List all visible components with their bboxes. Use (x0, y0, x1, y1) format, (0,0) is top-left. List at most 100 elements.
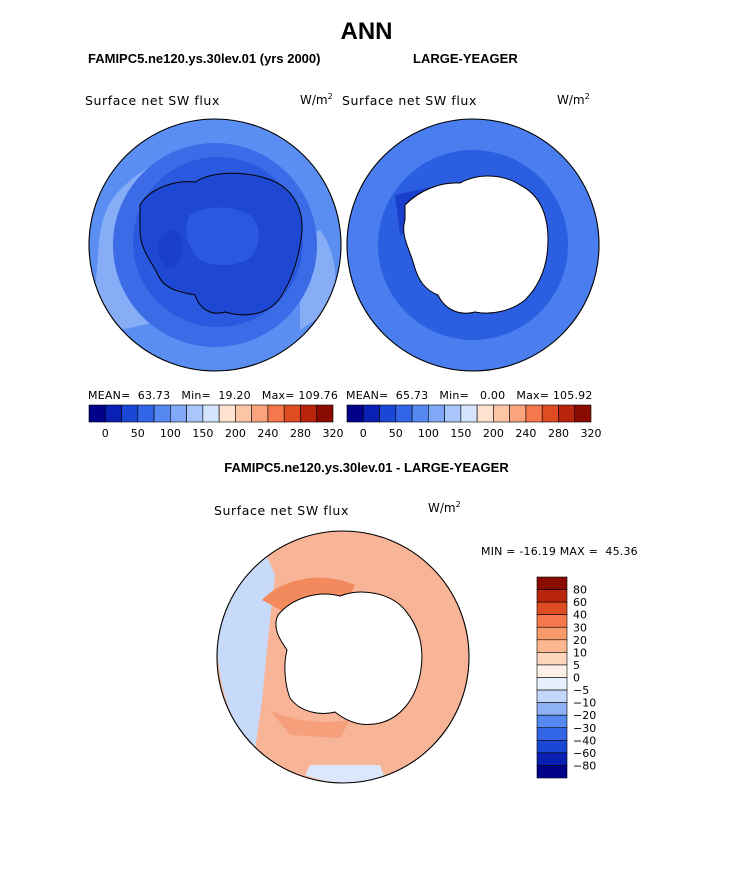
colorbar-swatch (493, 404, 510, 423)
colorbar-tick-label: 80 (573, 584, 587, 597)
colorbar-swatch (88, 404, 106, 423)
colorbar-swatch (536, 576, 568, 590)
colorbar-swatch (536, 652, 568, 666)
colorbar-swatch (218, 404, 236, 423)
panel-b-units-base: W/m (557, 93, 585, 107)
colorbar-swatch (509, 404, 527, 423)
colorbar-swatch (536, 740, 568, 754)
colorbar-swatch (395, 404, 413, 423)
map-diff-blue-north (305, 765, 385, 783)
colorbar-swatch (536, 677, 568, 691)
panel-b-units: W/m2 (557, 92, 590, 107)
colorbar-swatch (251, 404, 269, 423)
map-panel-diff (216, 530, 470, 784)
colorbar-tick-label: 50 (131, 427, 145, 440)
colorbar-swatch (536, 639, 568, 653)
panel-b-stats: MEAN= 65.73 Min= 0.00 Max= 105.92 (346, 389, 593, 402)
colorbar-tick-label: 240 (515, 427, 536, 440)
colorbar-tick-label: −10 (573, 697, 596, 710)
colorbar-swatch (536, 752, 568, 766)
map-diff-border (216, 530, 470, 784)
colorbar-swatch (300, 404, 318, 423)
colorbar-tick-label: 0 (102, 427, 109, 440)
colorbar-tick-label: −40 (573, 734, 596, 747)
colorbar-swatch (121, 404, 139, 423)
diff-units: W/m2 (428, 500, 461, 515)
colorbar-swatch (476, 404, 494, 423)
colorbar-tick-label: −30 (573, 722, 596, 735)
colorbar-swatch (536, 614, 568, 628)
map-diff-antarctica (275, 591, 423, 726)
panel-a-stats: MEAN= 63.73 Min= 19.20 Max= 109.76 (88, 389, 339, 402)
colorbar-swatch (536, 601, 568, 615)
colorbar-swatch (536, 664, 568, 678)
colorbar-swatch (153, 404, 171, 423)
colorbar-tick-label: 100 (418, 427, 439, 440)
colorbar-tick-label: 0 (573, 672, 580, 685)
model-b-title: LARGE-YEAGER (413, 51, 518, 66)
colorbar-swatch (541, 404, 559, 423)
colorbar-swatch (574, 404, 592, 423)
map-panel-b (346, 118, 600, 372)
colorbar-swatch (428, 404, 445, 423)
colorbar-tick-label: 280 (290, 427, 311, 440)
colorbar-swatch (137, 404, 155, 423)
colorbar-swatch (460, 404, 478, 423)
colorbar-tick-label: 40 (573, 609, 587, 622)
colorbar-swatch (536, 727, 568, 741)
panel-b-variable-title: Surface net SW flux (342, 93, 477, 108)
colorbar-tick-label: 200 (483, 427, 504, 440)
map-a-border (88, 118, 342, 372)
colorbar-tick-label: −20 (573, 709, 596, 722)
colorbar-tick-label: 0 (360, 427, 367, 440)
colorbar-panel-b: 0 50 100 150 200 240 280 320 (346, 404, 602, 440)
colorbar-swatch (536, 714, 568, 729)
main-title: ANN (340, 18, 393, 45)
panel-a-units-exp: 2 (327, 92, 333, 101)
colorbar-tick-label: 50 (389, 427, 403, 440)
colorbar-swatch (379, 404, 397, 423)
colorbar-swatch (362, 404, 380, 423)
colorbar-swatch (525, 404, 543, 423)
colorbar-tick-label: 320 (323, 427, 344, 440)
map-a-interior-patch (186, 207, 259, 266)
colorbar-tick-label: −60 (573, 747, 596, 760)
colorbar-swatch (411, 404, 429, 423)
panel-a-variable-title: Surface net SW flux (85, 93, 220, 108)
colorbar-tick-label: 240 (257, 427, 278, 440)
colorbar-swatch (267, 404, 285, 423)
colorbar-swatch (186, 404, 204, 423)
colorbar-swatch (536, 689, 568, 703)
colorbar-tick-label: 150 (450, 427, 471, 440)
panel-b-units-exp: 2 (584, 92, 590, 101)
colorbar-tick-label: 5 (573, 659, 580, 672)
colorbar-swatch (235, 404, 252, 423)
colorbar-tick-label: 10 (573, 646, 587, 659)
colorbar-tick-label: 320 (581, 427, 602, 440)
diff-stats: MIN = -16.19 MAX = 45.36 (481, 545, 638, 558)
map-b-border (346, 118, 600, 372)
model-a-title: FAMIPC5.ne120.ys.30lev.01 (yrs 2000) (88, 51, 321, 66)
colorbar-swatch (202, 404, 220, 423)
diff-units-base: W/m (428, 501, 456, 515)
colorbar-swatch (444, 404, 462, 423)
colorbar-tick-label: −5 (573, 684, 589, 697)
colorbar-tick-label: 150 (192, 427, 213, 440)
map-diff-strong-band-2 (270, 710, 350, 738)
colorbar-tick-label: 20 (573, 634, 587, 647)
colorbar-swatch (346, 404, 364, 423)
diff-variable-title: Surface net SW flux (214, 503, 349, 518)
colorbar-swatch (536, 589, 568, 603)
colorbar-swatch (536, 702, 568, 716)
map-b-antarctica-missing (403, 175, 549, 314)
colorbar-swatch (170, 404, 187, 423)
diff-title: FAMIPC5.ne120.ys.30lev.01 - LARGE-YEAGER (224, 460, 509, 475)
colorbar-tick-label: −80 (573, 759, 596, 772)
colorbar-tick-label: 200 (225, 427, 246, 440)
diff-units-exp: 2 (455, 500, 461, 509)
colorbar-tick-label: 30 (573, 621, 587, 634)
colorbar-tick-label: 100 (160, 427, 181, 440)
colorbar-tick-label: 280 (548, 427, 569, 440)
panel-a-units-base: W/m (300, 93, 328, 107)
